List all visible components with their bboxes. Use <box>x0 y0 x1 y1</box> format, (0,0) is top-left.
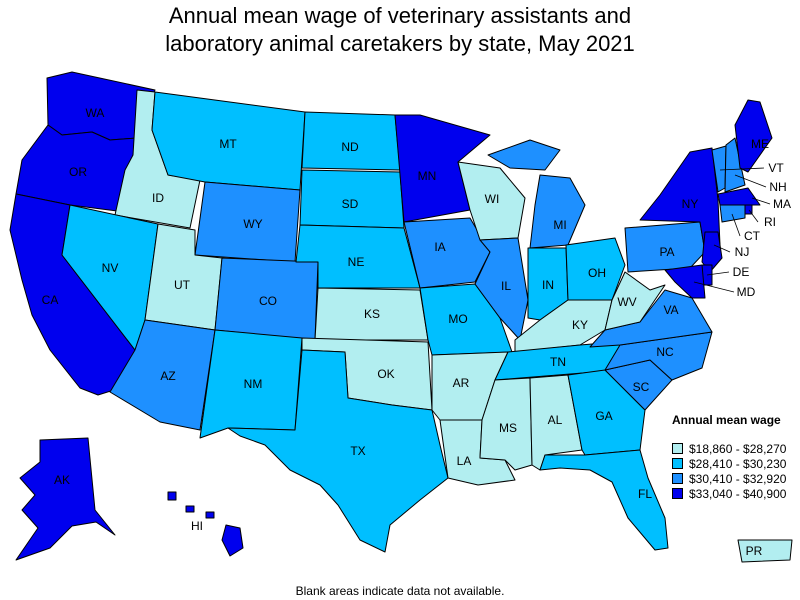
state-label-md: MD <box>737 285 756 299</box>
leader-line-ma <box>751 197 771 205</box>
state-NJ[interactable] <box>701 231 723 273</box>
state-HI[interactable] <box>167 491 244 557</box>
state-IL[interactable] <box>474 237 529 341</box>
state-MD[interactable] <box>664 264 706 299</box>
state-label-tx: TX <box>350 444 365 458</box>
legend: Annual mean wage $18,860 - $28,270 $28,4… <box>672 413 786 501</box>
state-label-vt: VT <box>768 161 784 175</box>
leader-line-de <box>706 271 730 276</box>
legend-item: $28,410 - $30,230 <box>672 456 786 471</box>
state-label-sd: SD <box>342 197 359 211</box>
legend-label: $28,410 - $30,230 <box>689 456 787 471</box>
state-label-mo: MO <box>448 312 467 326</box>
legend-swatch <box>672 458 683 469</box>
legend-item: $18,860 - $28,270 <box>672 441 786 456</box>
state-label-ks: KS <box>364 307 380 321</box>
state-MA[interactable] <box>717 187 761 206</box>
state-label-nh: NH <box>769 180 786 194</box>
state-label-ma: MA <box>773 197 791 211</box>
state-label-or: OR <box>69 165 87 179</box>
state-FL[interactable] <box>539 449 669 551</box>
map-title-line1: Annual mean wage of veterinary assistant… <box>168 3 632 28</box>
state-label-oh: OH <box>588 266 606 280</box>
state-NY[interactable] <box>639 147 721 253</box>
legend-label: $33,040 - $40,900 <box>689 486 787 501</box>
state-label-pr: PR <box>746 544 763 558</box>
state-AK[interactable] <box>15 437 116 561</box>
legend-swatch <box>672 488 683 499</box>
state-ME[interactable] <box>734 99 773 173</box>
map-title-line2: laboratory animal caretakers by state, M… <box>165 31 635 56</box>
state-label-ak: AK <box>54 473 70 487</box>
state-label-ky: KY <box>572 318 588 332</box>
state-label-sc: SC <box>633 380 650 394</box>
state-TX[interactable] <box>227 349 449 553</box>
state-label-az: AZ <box>160 369 175 383</box>
state-label-pa: PA <box>659 245 674 259</box>
state-labels: WA OR CA ID NV MT WY UT AZ CO NM ND SD NE KS OK TX MN IA MO… <box>42 106 791 558</box>
state-label-ga: GA <box>595 409 612 423</box>
northeast-leader-lines <box>693 167 771 293</box>
legend-item: $33,040 - $40,900 <box>672 486 786 501</box>
state-label-nm: NM <box>244 377 263 391</box>
state-label-nc: NC <box>656 345 674 359</box>
legend-swatch <box>672 443 683 454</box>
state-label-de: DE <box>733 265 750 279</box>
state-label-ar: AR <box>453 376 470 390</box>
state-label-wy: WY <box>243 217 262 231</box>
state-label-ne: NE <box>348 255 365 269</box>
state-PA[interactable] <box>624 221 706 273</box>
footnote: Blank areas indicate data not available. <box>295 584 505 598</box>
legend-label: $18,860 - $28,270 <box>689 441 787 456</box>
leader-line-md <box>693 281 735 293</box>
state-label-ok: OK <box>377 367 394 381</box>
state-label-ut: UT <box>174 278 191 292</box>
state-label-nd: ND <box>341 140 359 154</box>
legend-title: Annual mean wage <box>672 413 781 427</box>
state-label-tn: TN <box>550 355 566 369</box>
state-label-hi: HI <box>191 519 203 533</box>
state-label-in: IN <box>542 278 554 292</box>
legend-label: $30,410 - $32,920 <box>689 471 787 486</box>
state-PR[interactable] <box>737 539 793 563</box>
state-label-me: ME <box>751 137 769 151</box>
state-label-mn: MN <box>418 169 437 183</box>
legend-swatch <box>672 473 683 484</box>
state-CT[interactable] <box>719 204 746 223</box>
state-label-nj: NJ <box>735 245 750 259</box>
state-label-va: VA <box>663 303 678 317</box>
leader-line-ct <box>731 213 741 237</box>
leader-line-ri <box>748 209 759 223</box>
map-title: Annual mean wage of veterinary assistant… <box>0 2 800 58</box>
state-label-id: ID <box>152 191 164 205</box>
state-WV[interactable] <box>604 271 666 331</box>
state-label-mi: MI <box>553 218 566 232</box>
state-label-co: CO <box>259 294 277 308</box>
state-label-ia: IA <box>434 240 445 254</box>
state-label-ms: MS <box>499 421 517 435</box>
leader-line-vt <box>719 167 765 171</box>
leader-line-nh <box>734 174 767 188</box>
leader-line-nj <box>713 244 731 253</box>
state-NH[interactable] <box>724 137 746 193</box>
state-label-il: IL <box>501 279 511 293</box>
state-label-la: LA <box>457 454 472 468</box>
state-label-ny: NY <box>682 197 699 211</box>
state-label-fl: FL <box>638 487 652 501</box>
state-label-mt: MT <box>219 137 237 151</box>
state-label-ct: CT <box>744 229 761 243</box>
state-label-ca: CA <box>42 293 59 307</box>
legend-item: $30,410 - $32,920 <box>672 471 786 486</box>
state-label-ri: RI <box>764 215 776 229</box>
state-label-nv: NV <box>102 261 119 275</box>
state-label-wa: WA <box>86 106 105 120</box>
state-label-wi: WI <box>485 192 500 206</box>
state-label-wv: WV <box>617 295 636 309</box>
state-label-al: AL <box>548 413 563 427</box>
